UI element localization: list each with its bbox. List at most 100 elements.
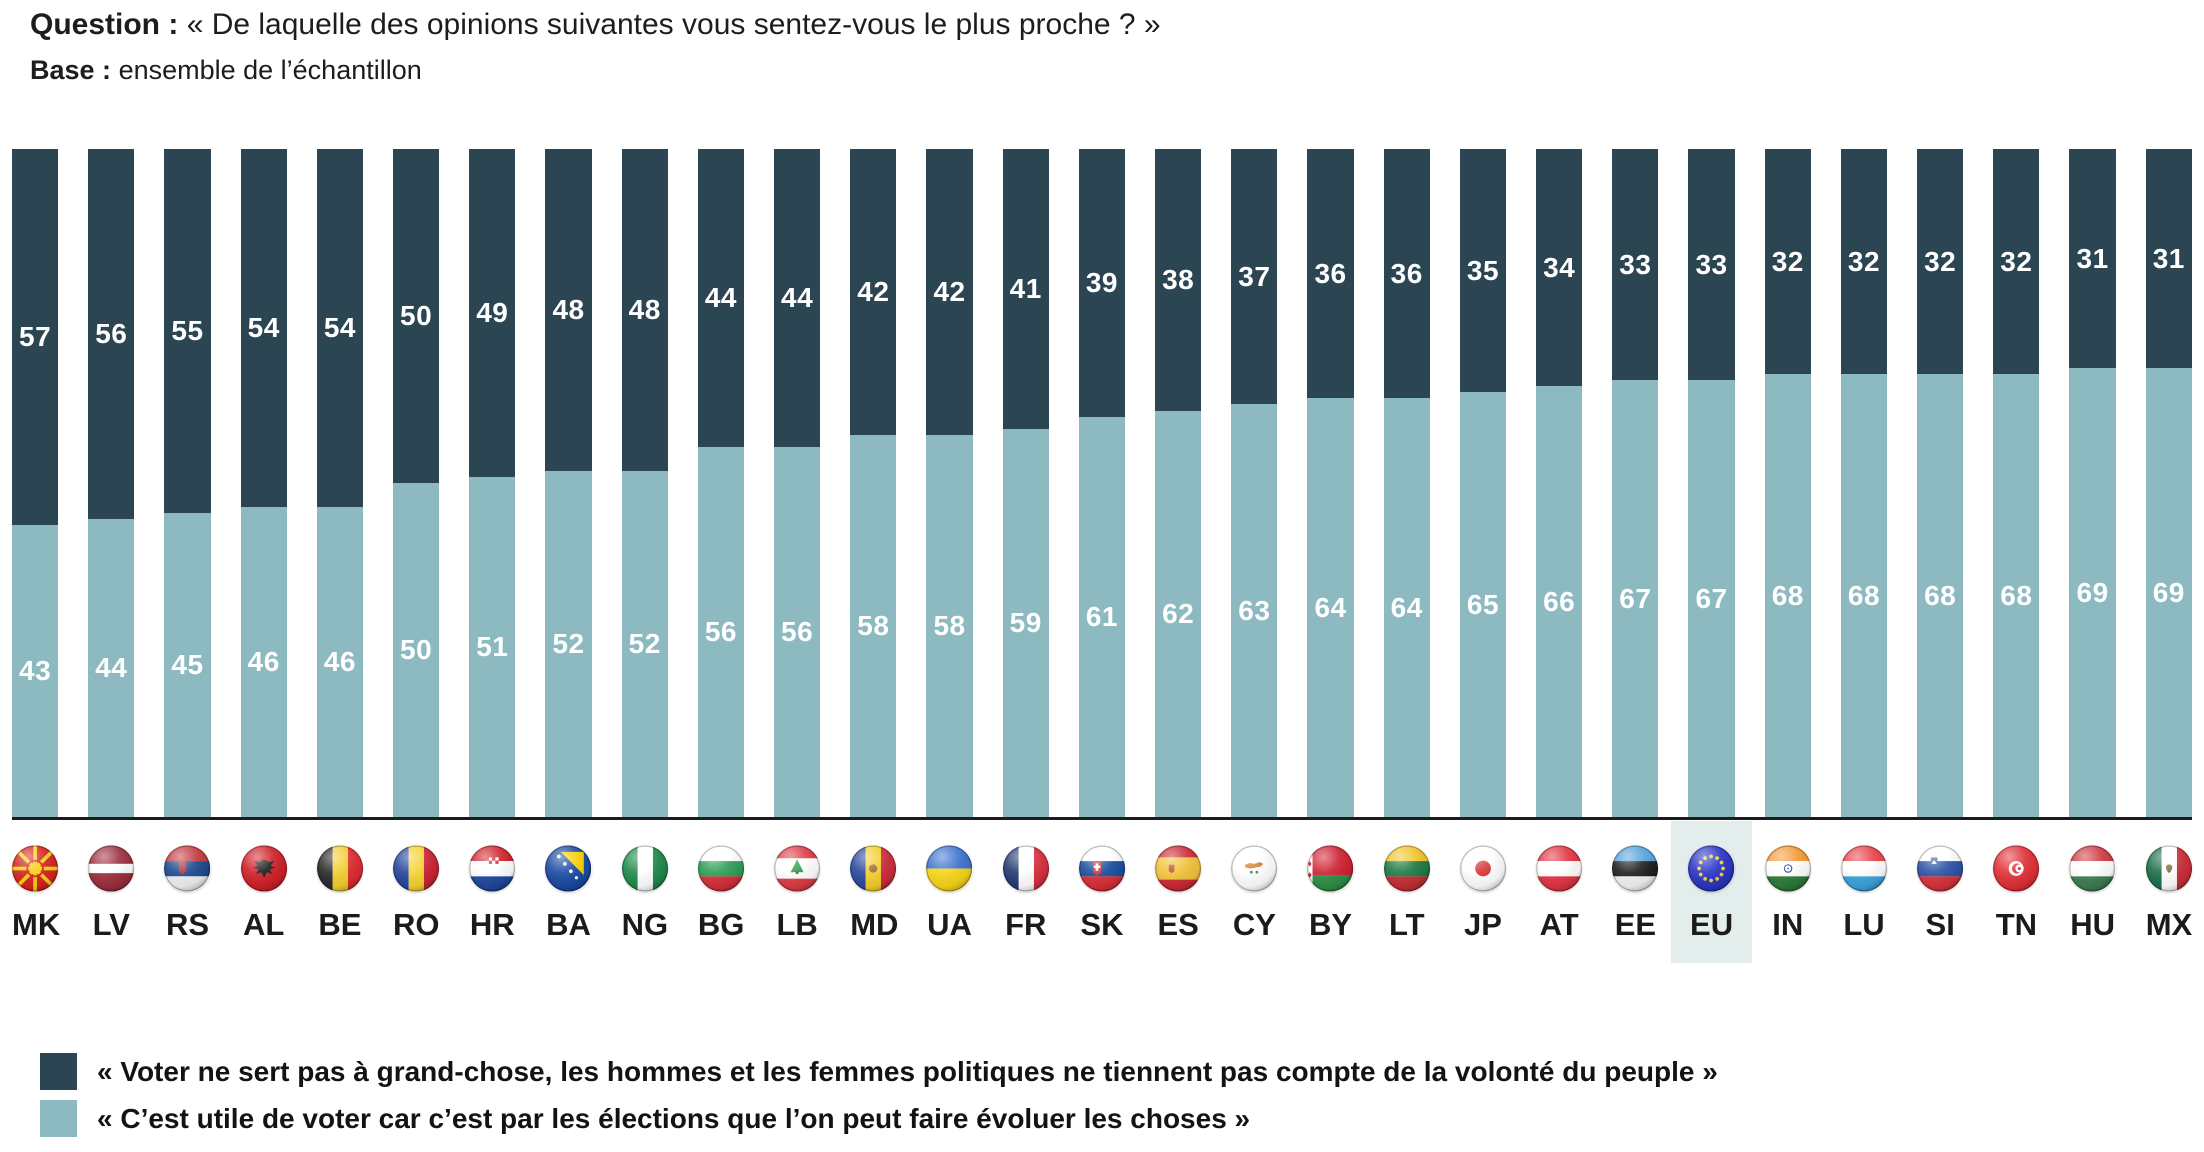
stacked-bar-hu: 31 69 (2069, 149, 2116, 817)
flag-wrap-lu (1840, 837, 1888, 899)
bar-value-label: 50 (400, 300, 433, 331)
country-code-lt: LT (1388, 907, 1425, 942)
segment-top-tn: 32 (1993, 149, 2040, 375)
country-code-eu: EU (1690, 907, 1734, 942)
legend: « Voter ne sert pas à grand-chose, les h… (40, 1053, 1718, 1137)
segment-top-hr: 49 (469, 149, 516, 477)
segment-bottom-ro: 50 (393, 483, 440, 817)
flag-wrap-rs (164, 837, 211, 899)
country-code-in: IN (1772, 907, 1804, 942)
flag-wrap-ee (1612, 837, 1659, 899)
stacked-bar-eu: 33 67 (1688, 149, 1735, 817)
flag-icon-ee (1612, 844, 1659, 892)
country-code-tn: TN (1995, 907, 2038, 942)
bar-value-label: 59 (1009, 606, 1042, 638)
stacked-bar-md: 42 58 (850, 149, 897, 817)
bar-value-label: 56 (95, 318, 128, 350)
segment-top-jp: 35 (1459, 149, 1507, 393)
legend-swatch-light (40, 1100, 77, 1137)
segment-top-in: 32 (1764, 149, 1811, 375)
flag-icon-fr (1002, 844, 1049, 892)
flag-wrap-bg (697, 837, 745, 899)
chart-column-ro: 50 50 RO (393, 149, 440, 943)
flag-icon-lt (1383, 844, 1430, 892)
stacked-bar-lt: 36 64 (1383, 149, 1430, 817)
stacked-bar-lv: 56 44 (88, 149, 135, 817)
flag-wrap-lv (88, 837, 135, 899)
bar-value-label: 32 (1771, 245, 1804, 277)
segment-top-sk: 39 (1078, 149, 1126, 417)
bar-value-label: 56 (781, 615, 814, 647)
question-label: Question : (30, 8, 179, 41)
flag-icon-eu (1688, 844, 1735, 892)
chart-column-ng: 48 52 NG (621, 149, 668, 943)
flag-icon-lu (1840, 844, 1888, 892)
flag-wrap-hr (469, 837, 516, 899)
bar-value-label: 37 (1238, 260, 1271, 292)
stacked-bar-tn: 32 68 (1993, 149, 2040, 817)
bar-value-label: 44 (781, 281, 814, 313)
country-code-lv: LV (92, 907, 130, 942)
segment-bottom-rs: 45 (164, 513, 211, 817)
flag-icon-hu (2069, 844, 2116, 892)
chart-column-tn: 32 68 TN (1993, 149, 2040, 943)
segment-bottom-lv: 44 (88, 519, 135, 817)
flag-icon-lb (774, 844, 821, 892)
flag-wrap-si (1917, 837, 1964, 899)
segment-top-ba: 48 (545, 149, 592, 471)
bar-value-label: 44 (704, 281, 737, 313)
flag-wrap-hu (2069, 837, 2116, 899)
bar-value-label: 48 (628, 293, 661, 325)
bar-value-label: 31 (2076, 242, 2109, 274)
segment-bottom-md: 58 (850, 434, 897, 817)
stacked-bar-bg: 44 56 (697, 149, 745, 817)
chart-column-mx: 31 69 MX (2145, 149, 2192, 943)
segment-top-be: 54 (316, 149, 364, 508)
flag-wrap-ua (926, 837, 973, 899)
flag-wrap-ro (393, 837, 440, 899)
bar-value-label: 54 (247, 312, 280, 344)
chart-column-bg: 44 56 BG (697, 149, 745, 943)
country-code-ba: BA (546, 907, 591, 942)
chart-column-sk: 39 61 SK (1078, 149, 1126, 943)
bar-value-label: 68 (1924, 579, 1957, 611)
segment-bottom-tn: 68 (1993, 374, 2040, 817)
segment-bottom-cy: 63 (1231, 404, 1278, 817)
segment-top-cy: 37 (1231, 149, 1278, 405)
segment-top-eu: 33 (1688, 149, 1735, 381)
country-code-mk: MK (12, 907, 61, 942)
flag-wrap-al (240, 837, 287, 899)
bar-value-label: 56 (704, 615, 737, 647)
flag-icon-ba (545, 844, 592, 892)
country-code-hr: HR (469, 907, 515, 942)
segment-bottom-si: 68 (1917, 374, 1964, 817)
bar-value-label: 52 (628, 627, 661, 659)
chart-column-cy: 37 63 CY (1231, 149, 1278, 943)
bar-value-label: 34 (1543, 251, 1576, 283)
bar-value-label: 58 (933, 609, 966, 641)
bar-value-label: 62 (1162, 597, 1195, 629)
chart-columns: 57 43 MK 56 44 LV 55 45 RS 54 46 AL 54 46 BE 50 50 RO 49 51… (12, 149, 2192, 963)
flag-wrap-fr (1002, 837, 1049, 899)
segment-top-al: 54 (240, 149, 287, 508)
chart-column-lv: 56 44 LV (88, 149, 135, 943)
flag-wrap-mx (2145, 837, 2192, 899)
bar-value-label: 36 (1314, 257, 1347, 289)
segment-bottom-es: 62 (1155, 410, 1202, 817)
legend-item-dark: « Voter ne sert pas à grand-chose, les h… (40, 1053, 1718, 1090)
segment-bottom-mk: 43 (12, 525, 59, 817)
legend-label-dark: « Voter ne sert pas à grand-chose, les h… (97, 1055, 1718, 1087)
segment-top-at: 34 (1536, 149, 1583, 387)
bar-value-label: 39 (1085, 266, 1119, 298)
chart-column-at: 34 66 AT (1536, 149, 1583, 943)
flag-wrap-in (1764, 837, 1811, 899)
country-code-at: AT (1539, 907, 1579, 942)
stacked-bar-ba: 48 52 (545, 149, 592, 817)
chart-column-jp: 35 65 JP (1459, 149, 1507, 943)
segment-bottom-be: 46 (316, 507, 364, 817)
chart-column-fr: 41 59 FR (1002, 149, 1049, 943)
country-code-bg: BG (697, 907, 745, 942)
flag-icon-rs (164, 844, 211, 892)
segment-bottom-bg: 56 (697, 446, 745, 817)
